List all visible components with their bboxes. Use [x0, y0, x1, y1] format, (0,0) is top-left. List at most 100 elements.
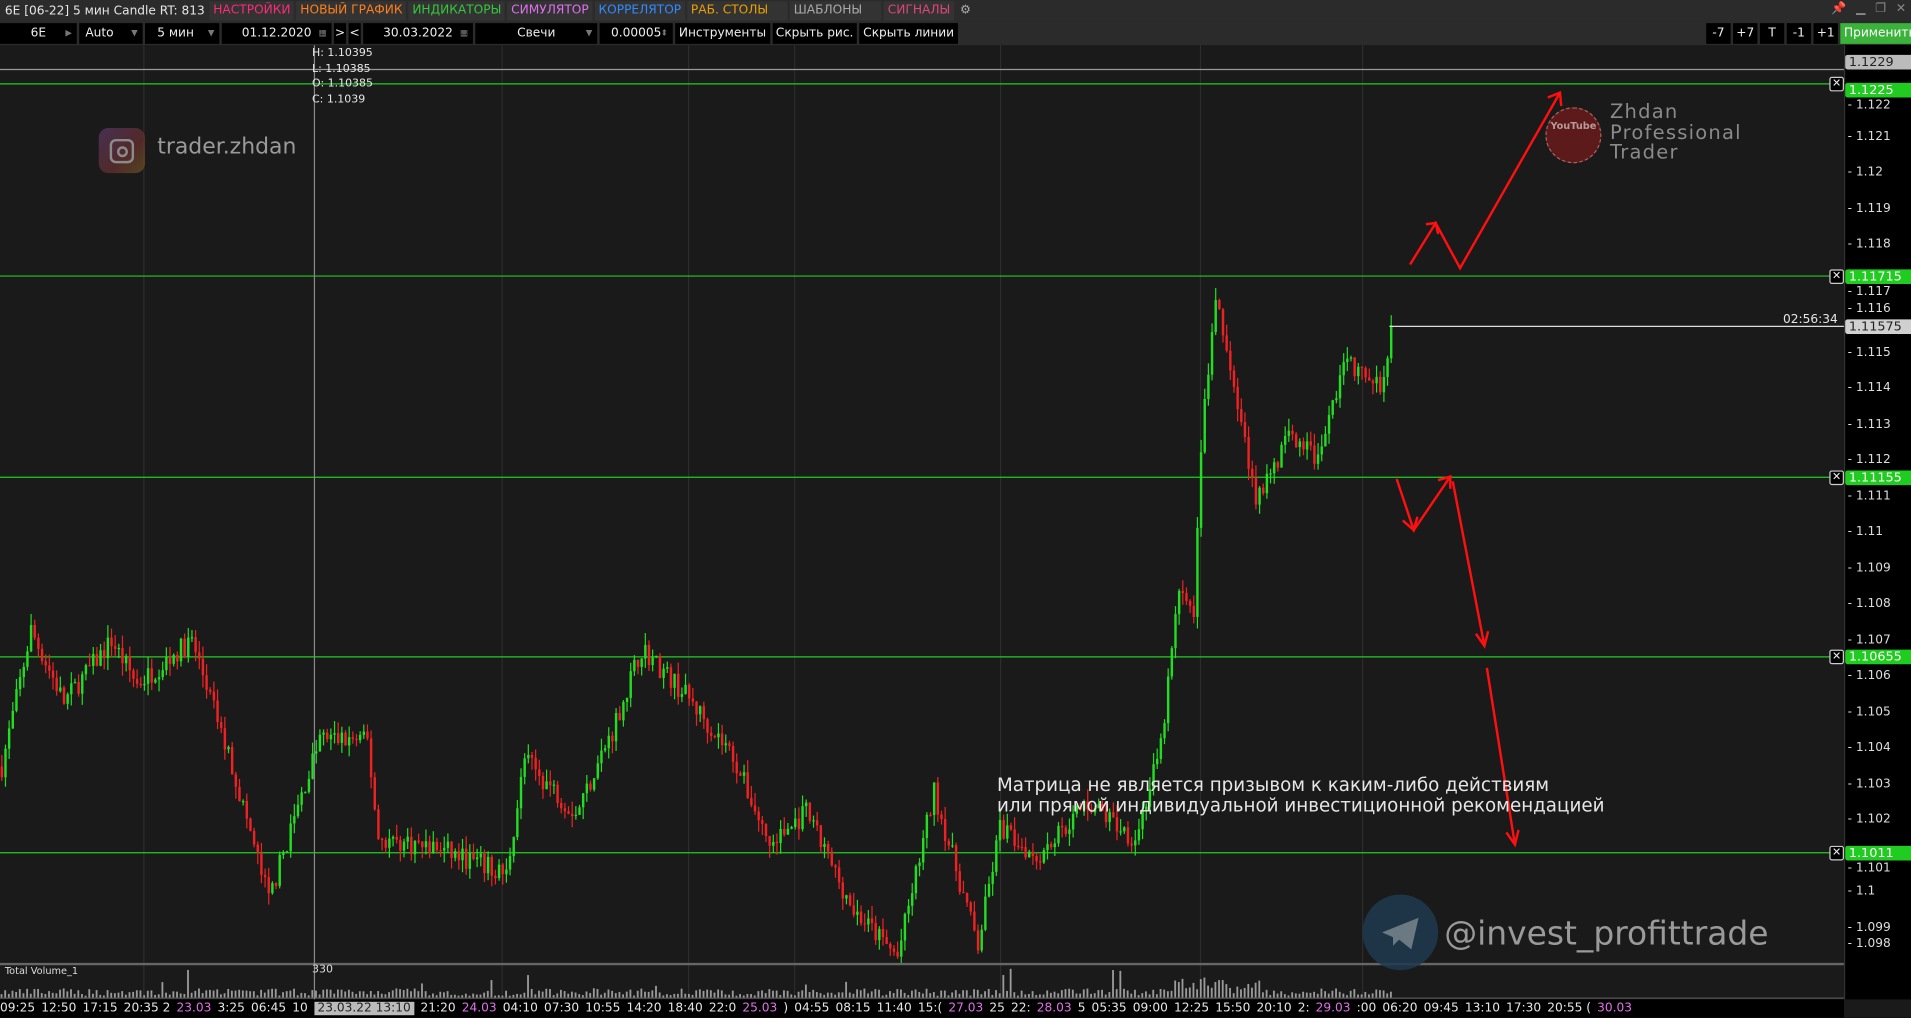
shift-minus-1-button[interactable]: -1 — [1786, 23, 1812, 44]
close-icon[interactable]: ✕ — [1895, 2, 1907, 16]
scale-select[interactable]: Auto ▼ — [79, 23, 143, 44]
symbol-select[interactable]: 6E ▶ — [0, 23, 77, 44]
candle-body — [921, 838, 925, 863]
today-button[interactable]: T — [1759, 23, 1785, 44]
grid — [143, 45, 1364, 1000]
minimize-icon[interactable]: ▁ — [1856, 2, 1866, 16]
time-axis-label: 20:35 2 — [123, 1001, 171, 1016]
candle-body — [366, 731, 369, 739]
remove-level-icon[interactable]: ✕ — [1829, 268, 1844, 284]
stepper-icon[interactable]: ⬍ — [660, 28, 668, 38]
volume-bar — [863, 988, 866, 999]
timeframe-select[interactable]: 5 мин ▼ — [145, 23, 220, 44]
remove-level-icon[interactable]: ✕ — [1829, 76, 1844, 92]
candle-body — [209, 689, 212, 692]
price-axis[interactable] — [1843, 45, 1911, 1000]
menu-indicators[interactable]: ИНДИКАТОРЫ — [408, 1, 506, 21]
candle-body — [870, 918, 874, 924]
calendar-icon[interactable]: ▦ — [318, 28, 327, 38]
volume-bar — [1119, 970, 1122, 999]
volume-bar — [417, 991, 420, 999]
remove-level-icon[interactable]: ✕ — [1829, 845, 1844, 861]
volume-bar — [1342, 993, 1345, 999]
menu-correlator[interactable]: КОРРЕЛЯТОР — [594, 1, 685, 21]
date-from-input[interactable]: 01.12.2020 ▦ — [221, 23, 332, 44]
hide-lines-button[interactable]: Скрыть линии — [859, 23, 958, 44]
price-chart[interactable]: 02:56:34 — [0, 45, 1844, 1018]
candle-body — [684, 684, 687, 694]
candle-body — [326, 732, 329, 740]
time-axis-label: 15:( — [917, 1001, 943, 1016]
pin-icon[interactable]: 📌 — [1831, 2, 1847, 16]
candle-body — [66, 694, 69, 704]
gear-icon[interactable]: ⚙ — [960, 3, 971, 18]
volume-bar — [22, 993, 25, 999]
volume-bar — [479, 994, 482, 999]
price-axis-label: - 1.11 — [1847, 525, 1884, 540]
candle-body — [1313, 445, 1316, 464]
menu-signals[interactable]: СИГНАЛЫ — [884, 1, 954, 21]
volume-bar — [907, 995, 910, 999]
candle-body — [1283, 435, 1287, 445]
remove-level-icon[interactable]: ✕ — [1829, 469, 1844, 485]
volume-bar — [1287, 995, 1290, 999]
calendar-icon[interactable]: ▦ — [459, 28, 468, 38]
price-axis-label: - 1.12 — [1847, 166, 1884, 180]
tick-size-stepper[interactable]: 0.00005 ⬍ — [599, 23, 673, 44]
volume-bar — [1024, 994, 1027, 999]
volume-bar — [443, 992, 445, 999]
volume-bar — [216, 989, 219, 999]
shift-plus-7-button[interactable]: +7 — [1733, 23, 1758, 44]
candle-body — [666, 667, 669, 669]
menu-settings[interactable]: НАСТРОЙКИ — [209, 1, 295, 21]
volume-bar — [735, 995, 738, 999]
menu-workspaces[interactable]: РАБ. СТОЛЫ — [687, 1, 788, 21]
hide-drawings-button[interactable]: Скрыть рис. — [772, 23, 858, 44]
menu-simulator[interactable]: СИМУЛЯТОР — [507, 1, 593, 21]
candle-body — [212, 691, 216, 701]
volume-bar — [227, 988, 230, 999]
menu-new-chart[interactable]: НОВЫЙ ГРАФИК — [296, 1, 407, 21]
volume-bar — [373, 994, 376, 999]
date-to-input[interactable]: 30.03.2022 ▦ — [363, 23, 473, 44]
candle-body — [161, 670, 164, 678]
chart-type-select[interactable]: Свечи ▼ — [475, 23, 598, 44]
apply-button[interactable]: Применить — [1840, 23, 1911, 44]
shift-minus-7-button[interactable]: -7 — [1706, 23, 1731, 44]
volume-bar — [410, 991, 412, 999]
instruments-button[interactable]: Инструменты — [675, 23, 770, 44]
volume-bar — [453, 994, 456, 999]
candle-body — [1349, 357, 1353, 359]
volume-bar — [472, 993, 475, 999]
candle-body — [680, 693, 684, 697]
candle-body — [914, 866, 918, 894]
candle-body — [892, 948, 896, 952]
volume-bar — [1338, 991, 1341, 999]
prev-button[interactable]: < — [348, 23, 361, 44]
restore-icon[interactable]: ❐ — [1875, 2, 1887, 16]
volume-bar — [223, 993, 226, 999]
volume-bar — [592, 988, 595, 999]
candle-body — [1046, 844, 1049, 851]
candle-body — [1236, 386, 1239, 410]
menu-templates[interactable]: ШАБЛОНЫ — [790, 1, 882, 21]
candle-body — [271, 883, 274, 894]
candle-body — [863, 923, 866, 925]
volume-bar — [574, 992, 577, 999]
volume-bar — [1042, 994, 1045, 999]
candle-body — [450, 841, 453, 858]
level-lines — [0, 68, 1844, 854]
next-button[interactable]: > — [333, 23, 347, 44]
candle-body — [1141, 809, 1144, 830]
candle-body — [289, 823, 292, 852]
volume-bar — [113, 993, 116, 999]
candle-body — [384, 839, 387, 848]
candle-body — [146, 668, 150, 684]
candle-body — [596, 763, 600, 779]
candle-body — [1258, 487, 1261, 505]
volume-bar — [1229, 987, 1231, 999]
volume-bar — [70, 989, 72, 999]
shift-plus-1-button[interactable]: +1 — [1813, 23, 1838, 44]
time-axis[interactable]: 09:25 12:50 17:15 20:35 2 23.03 3:25 06:45 10 23… — [0, 999, 1844, 1018]
remove-level-icon[interactable]: ✕ — [1829, 649, 1844, 665]
